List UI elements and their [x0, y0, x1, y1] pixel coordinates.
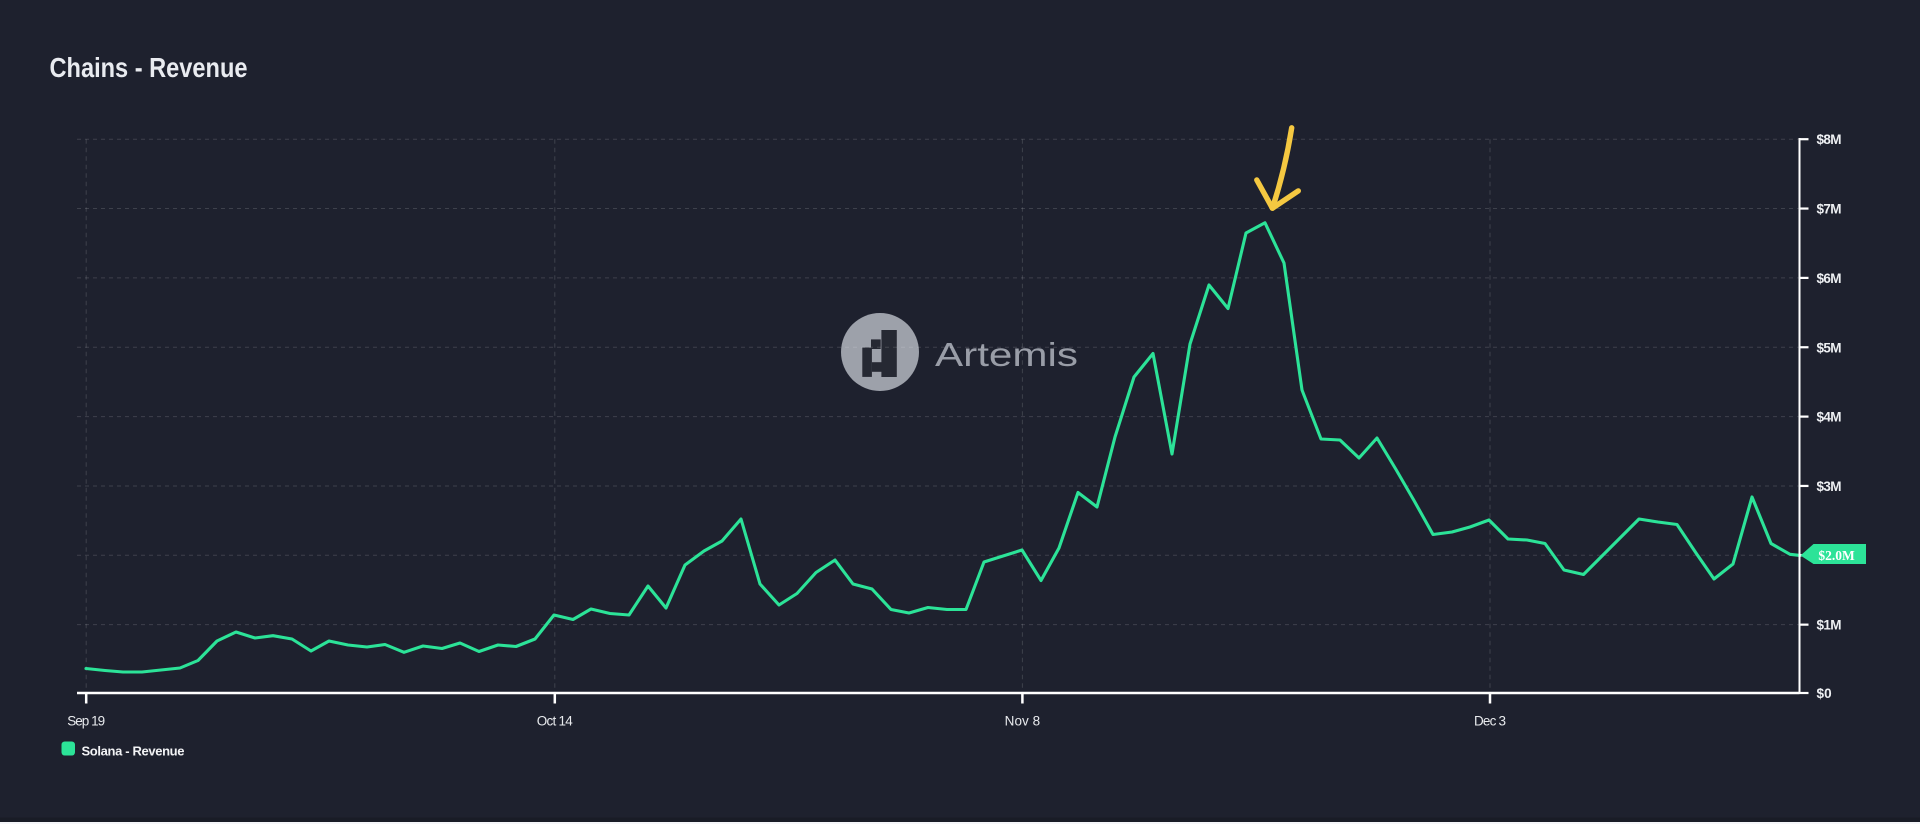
svg-text:Chains - Revenue: Chains - Revenue	[50, 52, 248, 83]
svg-text:$7M: $7M	[1817, 202, 1842, 217]
svg-text:Artemis: Artemis	[935, 336, 1078, 373]
svg-text:Nov 8: Nov 8	[1005, 714, 1041, 729]
svg-text:$5M: $5M	[1817, 340, 1842, 355]
svg-text:Sep 19: Sep 19	[67, 714, 105, 729]
svg-text:Dec 3: Dec 3	[1474, 714, 1506, 729]
svg-text:$1M: $1M	[1817, 618, 1842, 633]
svg-text:Solana - Revenue: Solana - Revenue	[82, 743, 185, 758]
svg-text:$3M: $3M	[1817, 479, 1842, 494]
svg-text:$6M: $6M	[1817, 271, 1842, 286]
svg-text:$4M: $4M	[1817, 410, 1842, 425]
svg-text:$8M: $8M	[1817, 132, 1842, 147]
svg-text:$2.0M: $2.0M	[1818, 548, 1855, 563]
svg-text:$0: $0	[1817, 686, 1832, 701]
svg-text:Oct 14: Oct 14	[537, 714, 573, 729]
